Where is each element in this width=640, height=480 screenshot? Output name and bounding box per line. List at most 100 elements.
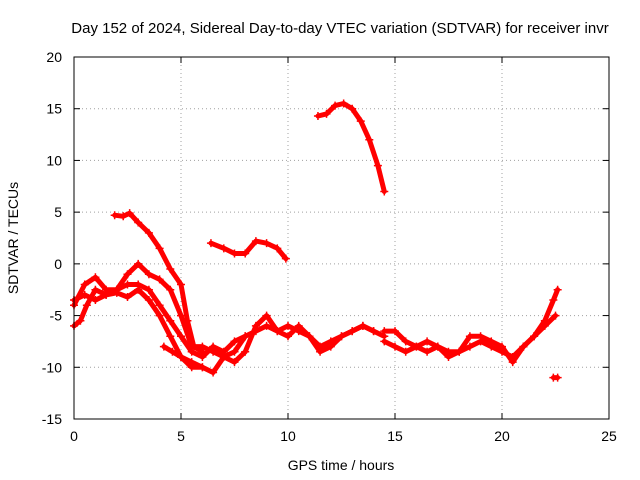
y-tick-label: 15: [46, 101, 62, 117]
data-point-track-5-3: [187, 358, 196, 367]
data-point-track-1-16: [230, 358, 239, 367]
data-point-track-6-3: [241, 249, 250, 258]
data-point-track-9-5: [433, 342, 442, 351]
data-point-track-2-18: [262, 321, 271, 330]
data-point-track-2-8: [155, 301, 164, 310]
data-point-track-2-10: [177, 332, 185, 341]
data-point-track-3-9: [166, 285, 175, 294]
data-point-track-9-2: [401, 347, 410, 356]
data-point-track-3-3: [102, 290, 111, 299]
data-point-track-3-10: [177, 311, 185, 320]
data-point-track-8-8: [465, 332, 474, 341]
data-point-track-9-12: [508, 352, 517, 361]
data-point-track-3-5: [123, 270, 132, 279]
data-point-track-3-13: [209, 347, 218, 356]
data-point-track-3-14: [219, 352, 228, 361]
series-track-9: [381, 287, 561, 360]
data-point-track-4-9: [189, 342, 198, 351]
y-tick-label: -15: [42, 411, 62, 427]
data-point-track-2-2: [91, 273, 100, 282]
data-point-track-1-17: [241, 347, 250, 356]
series-track-7: [315, 101, 387, 194]
data-point-track-5-2: [177, 352, 185, 361]
data-point-track-9-14: [530, 332, 539, 341]
data-point-track-8-4: [423, 337, 432, 346]
data-point-track-1-6: [123, 292, 132, 301]
data-point-track-2-26: [348, 327, 357, 336]
data-point-track-7-7: [373, 161, 382, 170]
data-point-track-4-2: [125, 209, 134, 218]
data-point-track-10-1: [553, 373, 562, 382]
data-point-track-4-6: [166, 265, 175, 274]
data-point-track-6-5: [262, 239, 271, 248]
data-point-track-1-8: [144, 296, 153, 305]
data-point-track-1-1: [76, 316, 85, 325]
x-tick-label: 25: [601, 428, 617, 444]
data-point-track-9-4: [423, 347, 432, 356]
x-tick-label: 20: [494, 428, 510, 444]
data-point-track-3-1: [80, 290, 89, 299]
data-point-track-1-2: [82, 301, 91, 310]
data-point-track-7-4: [348, 104, 357, 113]
data-point-track-8-0: [380, 327, 389, 336]
data-point-track-2-6: [134, 280, 143, 289]
data-point-track-2-1: [80, 280, 89, 289]
data-point-track-3-6: [134, 259, 143, 268]
axis-ticks: 0 5 10 15 20 25 -15 -10 -5 0 5 10 15 20: [42, 49, 617, 444]
data-point-track-9-7: [455, 347, 464, 356]
data-point-track-2-19: [273, 327, 282, 336]
data-point-track-8-16: [551, 311, 560, 320]
data-point-track-1-21: [284, 321, 292, 330]
data-point-track-4-10: [198, 347, 207, 356]
data-point-track-6-6: [273, 244, 282, 253]
data-point-track-7-2: [331, 101, 340, 110]
data-point-track-8-2: [401, 337, 410, 346]
data-point-track-7-1: [322, 109, 331, 118]
y-tick-label: 0: [54, 256, 62, 272]
data-point-track-9-6: [444, 352, 453, 361]
series-track-6: [208, 238, 289, 262]
y-tick-label: -10: [42, 359, 62, 375]
data-point-track-2-22: [305, 332, 314, 341]
x-tick-label: 0: [70, 428, 78, 444]
data-point-track-2-28: [369, 327, 378, 336]
data-point-track-3-15: [230, 347, 239, 356]
data-point-track-2-5: [123, 280, 132, 289]
data-point-track-7-5: [356, 117, 365, 126]
y-tick-label: 20: [46, 49, 62, 65]
chart-title: Day 152 of 2024, Sidereal Day-to-day VTE…: [71, 20, 608, 37]
data-point-track-7-3: [339, 99, 348, 108]
data-point-track-2-20: [284, 332, 292, 341]
data-point-track-4-0: [110, 211, 119, 220]
data-point-track-2-27: [358, 321, 367, 330]
data-point-track-9-10: [487, 342, 496, 351]
y-tick-label: -5: [50, 308, 63, 324]
data-point-track-9-1: [391, 342, 399, 351]
plot-frame: [73, 56, 610, 420]
data-point-track-6-4: [251, 237, 260, 246]
data-point-track-4-5: [155, 244, 164, 253]
data-point-track-2-21: [294, 321, 303, 330]
data-point-track-3-7: [144, 270, 153, 279]
data-point-track-1-14: [209, 368, 218, 377]
data-point-track-1-10: [166, 332, 175, 341]
series-track-1: [71, 287, 387, 375]
data-point-track-7-6: [365, 135, 374, 144]
x-tick-label: 15: [387, 428, 403, 444]
data-point-track-9-9: [476, 337, 485, 346]
data-point-track-9-0: [380, 337, 389, 346]
data-point-track-2-9: [166, 316, 175, 325]
y-axis-label: SDTVAR / TECUs: [5, 182, 21, 294]
data-point-track-9-17: [553, 285, 562, 294]
data-point-track-1-19: [262, 311, 271, 320]
data-point-track-4-8: [183, 316, 192, 325]
x-tick-label: 10: [280, 428, 296, 444]
data-point-track-9-8: [465, 342, 474, 351]
data-point-track-5-4: [198, 363, 207, 372]
data-point-track-2-23: [316, 342, 325, 351]
x-tick-label: 5: [177, 428, 185, 444]
data-point-track-5-0: [159, 342, 168, 351]
data-point-track-6-1: [219, 244, 228, 253]
data-point-track-5-1: [168, 347, 177, 356]
